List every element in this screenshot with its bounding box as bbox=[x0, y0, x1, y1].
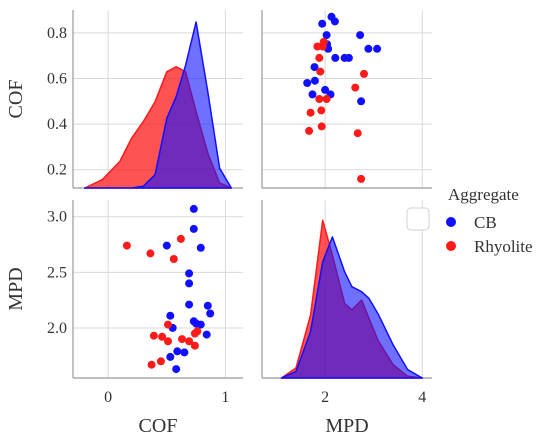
scatter-point-rhyolite bbox=[156, 357, 165, 366]
scatter-point-rhyolite bbox=[164, 337, 172, 346]
ytick-label-mpd: 2.0 bbox=[47, 320, 67, 337]
scatter-point-rhyolite bbox=[306, 108, 315, 117]
xtick-label-cof: 0 bbox=[104, 389, 112, 406]
yaxis-title-mpd: MPD bbox=[5, 267, 27, 310]
scatter-point-rhyolite bbox=[190, 341, 199, 350]
legend-frame bbox=[406, 207, 430, 231]
ytick-label-cof: 0.2 bbox=[47, 162, 67, 179]
scatter-point-rhyolite bbox=[149, 331, 158, 340]
scatter-point-cb bbox=[310, 63, 319, 72]
scatter-point-cb bbox=[185, 300, 194, 309]
xtick-label-mpd: 2 bbox=[321, 389, 329, 406]
scatter-point-cb bbox=[303, 79, 312, 87]
scatter-point-cb bbox=[185, 269, 194, 278]
scatter-point-cb bbox=[180, 348, 189, 357]
scatter-point-rhyolite bbox=[185, 337, 194, 346]
scatter-point-cb bbox=[189, 317, 198, 326]
yaxis-title-cof: COF bbox=[5, 80, 27, 119]
legend-rhyolite-marker bbox=[446, 241, 456, 251]
ytick-label-cof: 0.8 bbox=[47, 25, 67, 42]
panel-cof-vs-mpd bbox=[261, 10, 432, 189]
scatter-point-cb bbox=[330, 17, 339, 26]
scatter-point-cb bbox=[321, 85, 330, 94]
scatter-point-rhyolite bbox=[305, 126, 314, 135]
scatter-point-rhyolite bbox=[169, 255, 178, 263]
scatter-point-rhyolite bbox=[316, 67, 325, 76]
kde-mpd-cb bbox=[280, 236, 424, 379]
scatter-point-cb bbox=[196, 243, 205, 252]
xtick-label-mpd: 4 bbox=[418, 389, 426, 406]
scatter-point-cb bbox=[202, 330, 211, 339]
ytick-label-mpd: 3.0 bbox=[47, 209, 67, 226]
scatter-point-cb bbox=[203, 301, 212, 310]
scatter-point-rhyolite bbox=[351, 83, 360, 92]
panel-mpd-kde bbox=[261, 200, 432, 379]
scatter-point-rhyolite bbox=[360, 69, 368, 78]
scatter-point-cb bbox=[364, 44, 373, 53]
scatter-point-cb bbox=[196, 320, 205, 329]
scatter-point-rhyolite bbox=[315, 53, 324, 62]
panel-cof-kde bbox=[72, 10, 243, 189]
scatter-point-cb bbox=[373, 44, 382, 53]
scatter-point-rhyolite bbox=[178, 335, 186, 344]
scatter-point-cb bbox=[322, 31, 331, 40]
xaxis-title-mpd: MPD bbox=[325, 415, 368, 437]
legend-cb-label: CB bbox=[474, 213, 497, 232]
scatter-point-cb bbox=[172, 365, 181, 374]
scatter-point-cb bbox=[310, 76, 319, 85]
scatter-point-rhyolite bbox=[164, 320, 172, 329]
scatter-point-cb bbox=[308, 90, 317, 99]
legend-cb-marker bbox=[446, 217, 456, 227]
scatter-point-rhyolite bbox=[146, 249, 155, 258]
ytick-label-mpd: 2.5 bbox=[47, 264, 67, 281]
scatter-point-rhyolite bbox=[190, 329, 199, 338]
scatter-point-rhyolite bbox=[147, 360, 156, 369]
scatter-point-rhyolite bbox=[322, 95, 331, 103]
scatter-point-cb bbox=[173, 347, 182, 356]
scatter-point-cb bbox=[331, 53, 340, 62]
scatter-point-cb bbox=[357, 97, 366, 106]
kde-cof-cb bbox=[83, 21, 233, 189]
xtick-label-cof: 1 bbox=[221, 389, 229, 406]
scatter-point-cb bbox=[189, 224, 198, 233]
scatter-point-cb bbox=[166, 352, 175, 361]
scatter-point-cb bbox=[340, 53, 349, 62]
scatter-point-rhyolite bbox=[353, 129, 362, 138]
scatter-point-cb bbox=[166, 311, 175, 320]
scatter-point-cb bbox=[185, 279, 194, 288]
xaxis-title-cof: COF bbox=[139, 415, 178, 437]
scatter-point-rhyolite bbox=[357, 174, 366, 183]
legend-rhyolite-label: Rhyolite bbox=[474, 237, 533, 256]
scatter-point-rhyolite bbox=[122, 241, 131, 250]
legend: Aggregate CB Rhyolite bbox=[406, 185, 533, 256]
scatter-point-rhyolite bbox=[317, 122, 326, 131]
scatter-point-rhyolite bbox=[315, 95, 324, 103]
ytick-label-cof: 0.6 bbox=[47, 70, 67, 87]
scatter-point-rhyolite bbox=[176, 234, 185, 243]
scatter-point-cb bbox=[189, 204, 198, 213]
scatter-point-cb bbox=[356, 31, 365, 40]
scatter-point-rhyolite bbox=[158, 332, 167, 341]
scatter-point-cb bbox=[318, 19, 327, 28]
scatter-point-rhyolite bbox=[313, 42, 322, 51]
scatter-point-rhyolite bbox=[317, 106, 326, 115]
panel-mpd-vs-cof bbox=[72, 200, 243, 379]
scatter-point-cb bbox=[162, 241, 171, 250]
legend-title: Aggregate bbox=[448, 185, 519, 204]
scatter-point-cb bbox=[206, 309, 215, 318]
ytick-label-cof: 0.4 bbox=[47, 116, 67, 133]
